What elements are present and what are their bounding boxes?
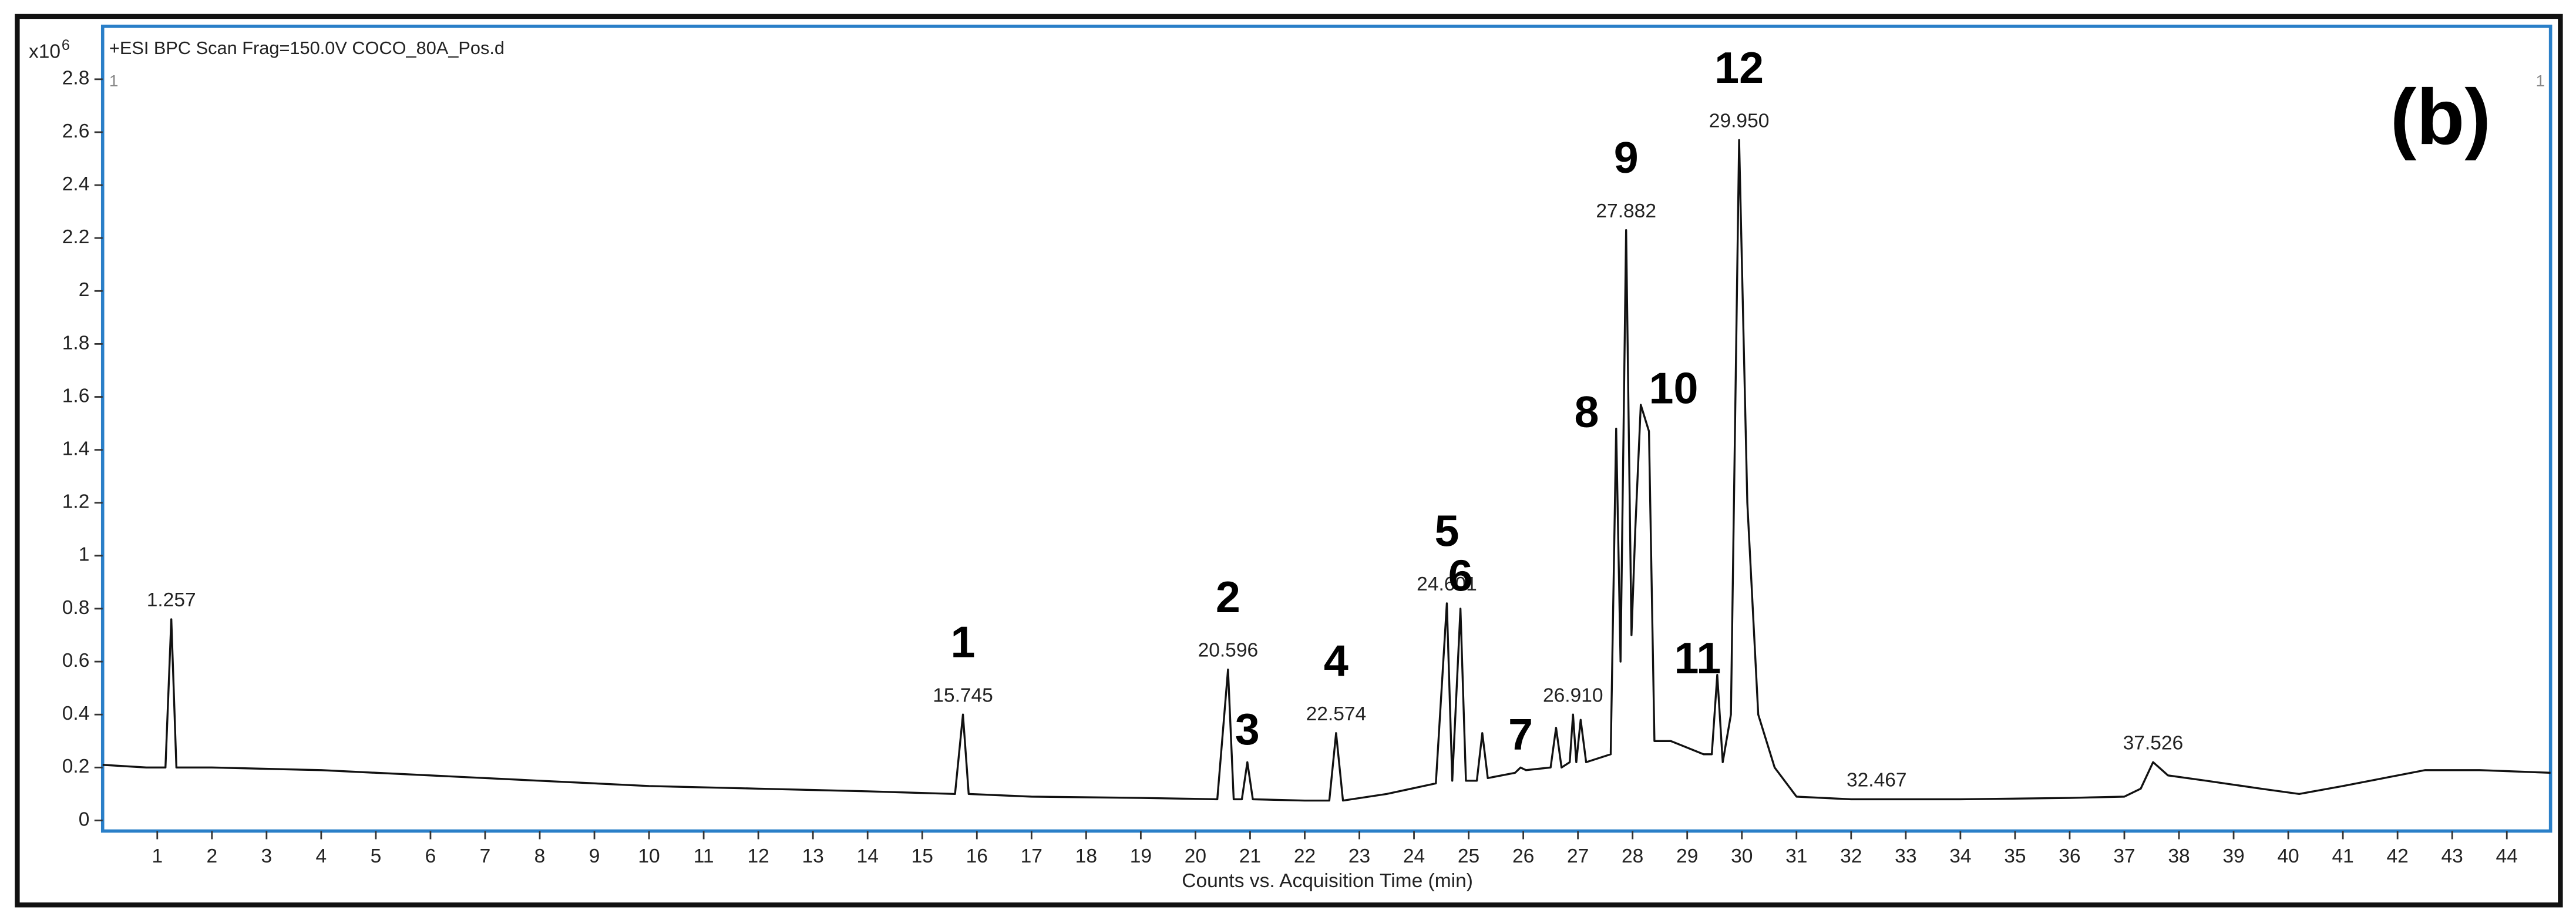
panel-label: (b) <box>2390 73 2491 161</box>
x-tick-label: 6 <box>425 845 436 867</box>
x-tick-label: 13 <box>802 845 824 867</box>
x-tick-label: 9 <box>589 845 600 867</box>
x-tick-label: 33 <box>1895 845 1916 867</box>
y-tick-label: 0 <box>79 808 90 830</box>
x-tick-label: 3 <box>261 845 273 867</box>
peak-number: 9 <box>1614 133 1639 182</box>
x-tick-label: 31 <box>1785 845 1807 867</box>
x-tick-label: 42 <box>2386 845 2408 867</box>
chart-title: +ESI BPC Scan Frag=150.0V COCO_80A_Pos.d <box>109 38 505 58</box>
y-tick-label: 2.8 <box>62 68 90 89</box>
peak-number: 8 <box>1574 387 1599 437</box>
x-tick-label: 7 <box>480 845 491 867</box>
x-tick-label: 34 <box>1949 845 1971 867</box>
x-tick-label: 14 <box>857 845 879 867</box>
y-multiplier-exponent: 6 <box>62 37 70 53</box>
y-tick-label: 1.4 <box>62 438 90 459</box>
peak-number: 1 <box>951 617 976 667</box>
x-tick-label: 26 <box>1512 845 1534 867</box>
panel-index: 1 <box>109 72 119 90</box>
x-tick-label: 22 <box>1294 845 1316 867</box>
x-tick-label: 11 <box>694 845 714 867</box>
retention-label: 1.257 <box>147 589 196 611</box>
x-tick-label: 36 <box>2059 845 2080 867</box>
y-tick-label: 2.6 <box>62 120 90 142</box>
x-tick-label: 28 <box>1622 845 1643 867</box>
x-tick-label: 32 <box>1840 845 1862 867</box>
x-tick-label: 20 <box>1185 845 1206 867</box>
peak-number: 7 <box>1508 710 1533 759</box>
x-axis-label: Counts vs. Acquisition Time (min) <box>1182 870 1473 892</box>
x-tick-label: 43 <box>2442 845 2463 867</box>
retention-label: 24.601 <box>1417 573 1477 595</box>
y-tick-label: 2.4 <box>62 173 90 195</box>
retention-label: 32.467 <box>1847 770 1907 791</box>
peak-number: 11 <box>1674 633 1721 683</box>
x-tick-label: 41 <box>2332 845 2353 867</box>
y-tick-label: 2.2 <box>62 226 90 248</box>
retention-label: 22.574 <box>1306 703 1367 725</box>
x-tick-label: 23 <box>1348 845 1370 867</box>
x-tick-label: 39 <box>2222 845 2244 867</box>
y-tick-label: 1 <box>79 544 90 566</box>
x-tick-label: 4 <box>316 845 327 867</box>
x-tick-label: 8 <box>534 845 546 867</box>
peak-number: 6 <box>1448 551 1473 600</box>
x-tick-label: 21 <box>1239 845 1261 867</box>
retention-label: 37.526 <box>2123 732 2184 754</box>
x-tick-label: 17 <box>1021 845 1042 867</box>
y-tick-label: 0.6 <box>62 650 90 672</box>
plot-frame <box>100 24 2553 833</box>
x-tick-label: 15 <box>912 845 933 867</box>
x-tick-label: 37 <box>2113 845 2135 867</box>
y-tick-label: 1.2 <box>62 491 90 513</box>
peak-number: 2 <box>1216 572 1240 622</box>
peak-number: 3 <box>1235 704 1260 754</box>
retention-label: 15.745 <box>933 684 993 706</box>
panel-index: 1 <box>2535 72 2545 90</box>
y-tick-label: 1.6 <box>62 385 90 407</box>
x-tick-label: 1 <box>152 845 163 867</box>
peak-number: 12 <box>1714 43 1764 92</box>
x-tick-label: 18 <box>1075 845 1097 867</box>
x-tick-label: 16 <box>966 845 988 867</box>
retention-label: 27.882 <box>1596 200 1656 222</box>
y-tick-label: 0.4 <box>62 703 90 724</box>
x-tick-label: 24 <box>1403 845 1425 867</box>
x-tick-label: 38 <box>2168 845 2190 867</box>
x-tick-label: 44 <box>2496 845 2518 867</box>
x-tick-label: 19 <box>1130 845 1152 867</box>
x-tick-label: 40 <box>2277 845 2299 867</box>
x-tick-label: 12 <box>747 845 769 867</box>
x-tick-label: 29 <box>1676 845 1698 867</box>
y-tick-label: 2 <box>79 279 90 301</box>
y-tick-label: 0.2 <box>62 756 90 777</box>
x-tick-label: 25 <box>1458 845 1479 867</box>
x-tick-label: 5 <box>371 845 382 867</box>
retention-label: 20.596 <box>1198 640 1259 662</box>
peak-number: 10 <box>1649 364 1699 413</box>
y-tick-label: 1.8 <box>62 332 90 354</box>
x-tick-label: 35 <box>2004 845 2026 867</box>
peak-number: 4 <box>1324 636 1348 685</box>
x-tick-label: 2 <box>206 845 217 867</box>
peak-number: 5 <box>1434 506 1459 556</box>
trace-line <box>102 139 2551 802</box>
retention-label: 29.950 <box>1709 110 1770 132</box>
y-multiplier-base: x10 <box>29 41 60 62</box>
retention-label: 26.910 <box>1543 684 1603 706</box>
x-tick-label: 27 <box>1567 845 1589 867</box>
y-tick-label: 0.8 <box>62 597 90 619</box>
x-tick-label: 10 <box>638 845 660 867</box>
x-tick-label: 30 <box>1731 845 1753 867</box>
